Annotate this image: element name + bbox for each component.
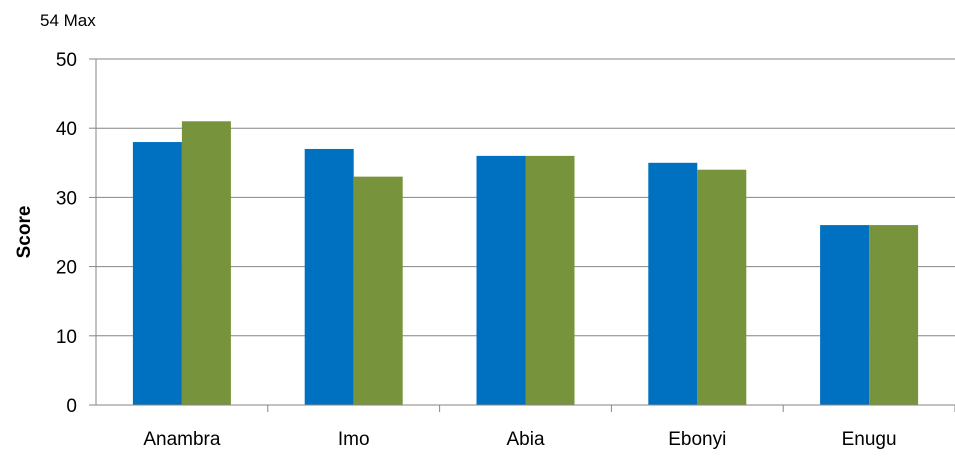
x-tick-label-imo: Imo (338, 429, 370, 450)
y-tick-labels: 0 10 20 30 40 50 (56, 50, 77, 417)
x-tick-label-abia: Abia (506, 429, 544, 450)
y-tick-label: 0 (66, 396, 77, 417)
bars (132, 121, 919, 406)
bar-enugu-series-1 (820, 225, 870, 405)
y-tick-label: 10 (56, 327, 77, 348)
x-tick-label-enugu: Enugu (842, 429, 897, 450)
axes (89, 58, 955, 412)
x-tick-label-anambra: Anambra (143, 429, 221, 450)
bar-imo-series-2 (353, 176, 403, 405)
bar-abia-series-2 (525, 155, 575, 405)
bar-ebonyi-series-1 (648, 162, 698, 405)
bar-imo-series-1 (304, 148, 354, 405)
max-annotation: 54 Max (40, 11, 96, 30)
y-tick-label: 50 (56, 50, 77, 71)
bar-enugu-series-2 (869, 225, 919, 405)
bar-abia-series-1 (476, 155, 526, 405)
bar-anambra-series-1 (132, 142, 182, 406)
x-tick-label-ebonyi: Ebonyi (668, 429, 726, 450)
x-tick-labels: Anambra Imo Abia Ebonyi Enugu (143, 429, 896, 450)
y-tick-label: 40 (56, 119, 77, 140)
y-axis-title: Score (14, 206, 35, 259)
y-tick-label: 30 (56, 188, 77, 209)
bar-ebonyi-series-2 (697, 169, 747, 405)
bar-anambra-series-2 (181, 121, 231, 405)
y-tick-label: 20 (56, 258, 77, 279)
